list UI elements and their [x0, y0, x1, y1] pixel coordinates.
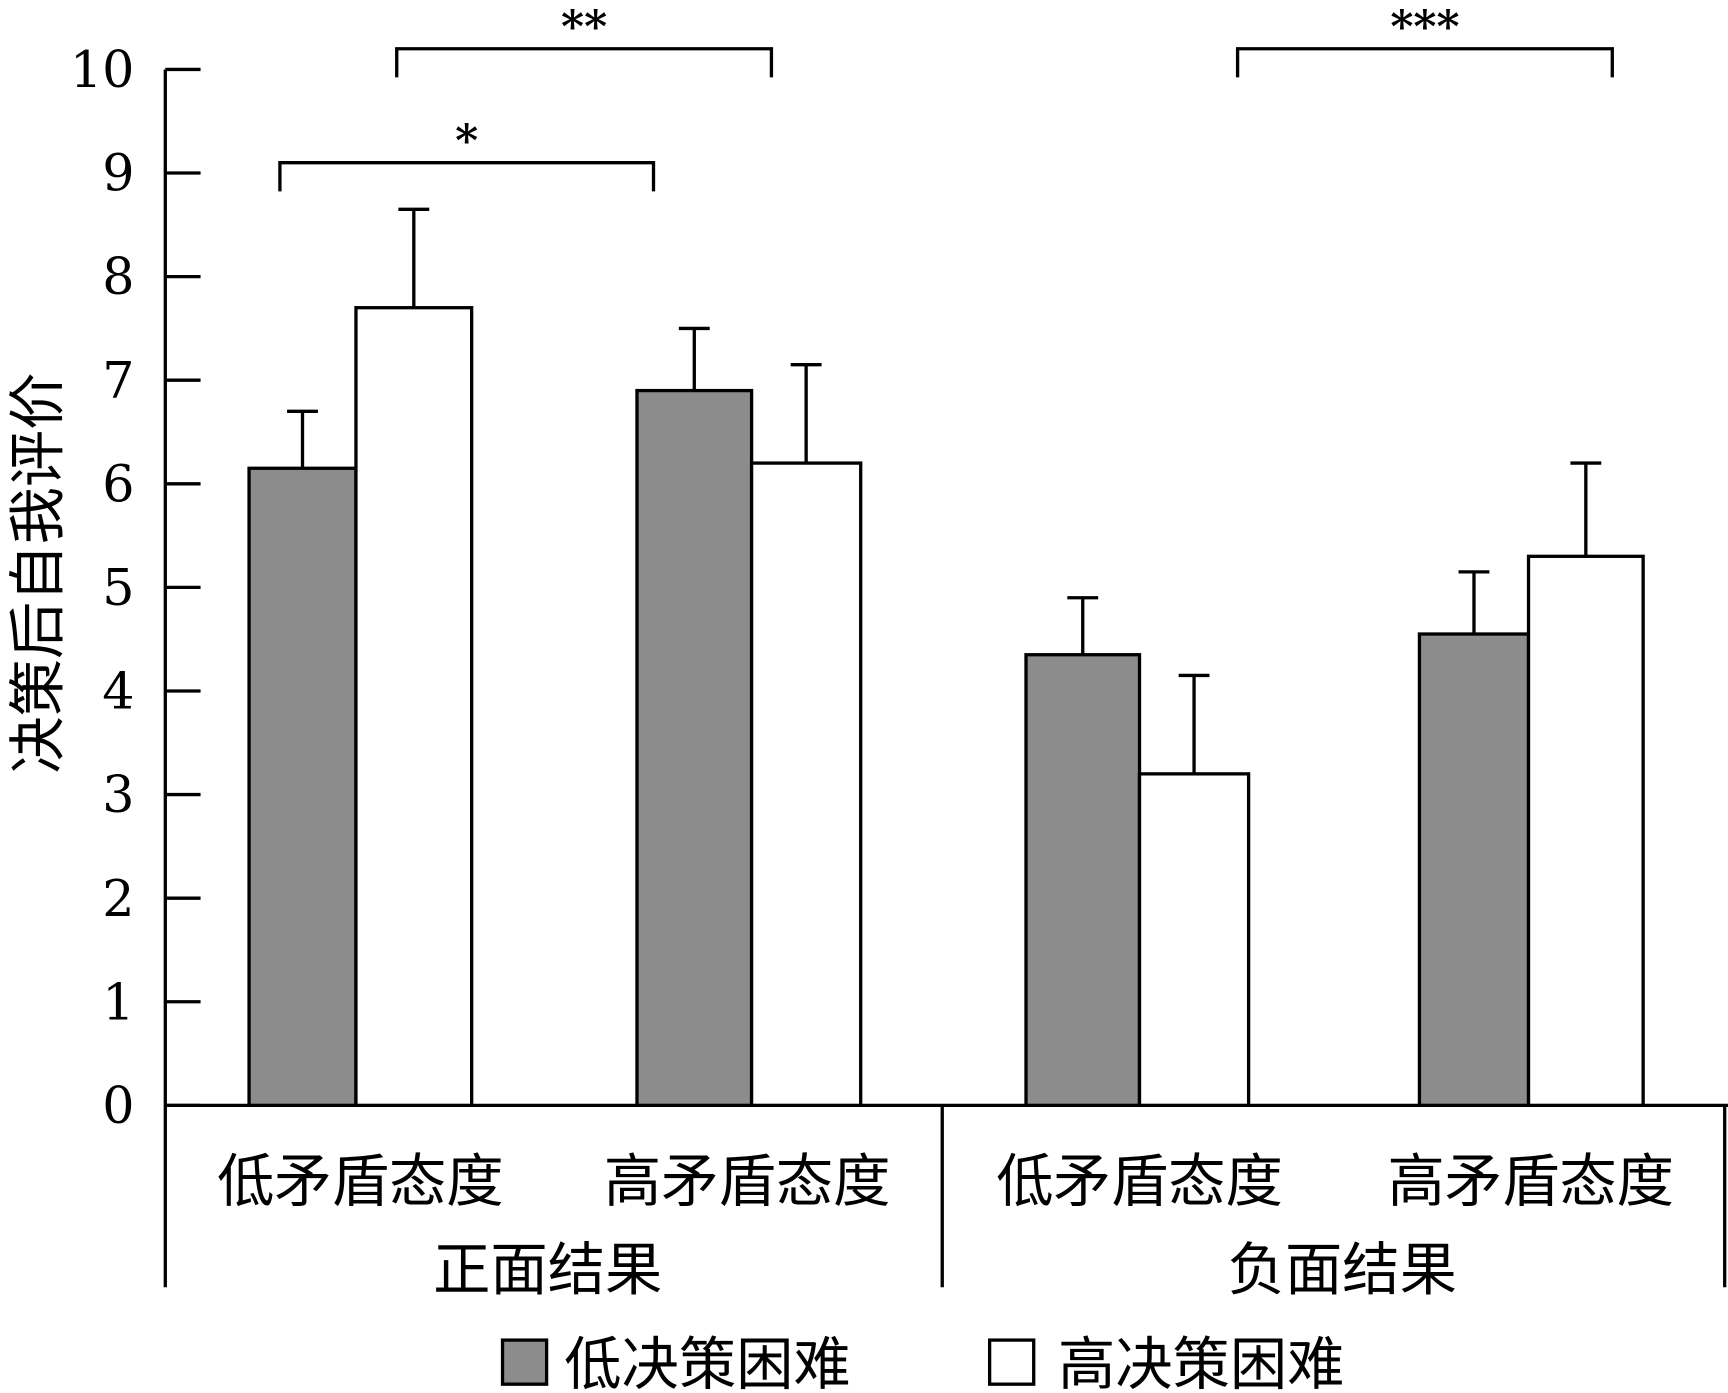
group-label-positive: 正面结果 [433, 1236, 662, 1303]
y-tick-label: 4 [102, 662, 134, 721]
legend-swatch-high [987, 1338, 1036, 1386]
significance-bracket [278, 161, 656, 192]
category-label-3: 低矛盾态度 [996, 1148, 1282, 1215]
y-tick-label: 7 [102, 351, 134, 410]
bar [1417, 632, 1531, 1108]
significance-bracket [1235, 47, 1614, 78]
y-tick-label: 2 [102, 869, 134, 928]
significance-label: * [455, 116, 478, 167]
bar [1526, 554, 1645, 1108]
y-tick-label: 10 [70, 40, 134, 99]
y-tick-label: 9 [102, 144, 134, 203]
significance-label: ** [561, 2, 607, 53]
group-label-negative: 负面结果 [1228, 1236, 1457, 1303]
y-tick-label: 6 [102, 454, 134, 513]
category-label-2: 高矛盾态度 [604, 1148, 891, 1215]
legend-label-high: 高决策困难 [1058, 1331, 1344, 1393]
category-label-1: 低矛盾态度 [217, 1148, 504, 1215]
y-tick-label: 3 [102, 765, 134, 824]
y-tick-label: 8 [102, 247, 134, 306]
y-axis-label: 决策后自我评价 [4, 373, 71, 774]
significance-label: *** [1390, 2, 1459, 53]
bars [247, 207, 1645, 1108]
category-label-4: 高矛盾态度 [1387, 1148, 1673, 1215]
significance-annotations: *** *** [278, 2, 1614, 192]
bar [247, 466, 358, 1108]
legend-swatch-low [500, 1338, 549, 1386]
bar [635, 388, 754, 1108]
legend: 低决策困难 高决策困难 [500, 1331, 1344, 1393]
legend-label-low: 低决策困难 [564, 1331, 851, 1393]
bar [1137, 772, 1251, 1108]
bar [354, 306, 474, 1108]
y-tick-label: 0 [102, 1076, 134, 1135]
significance-bracket [395, 47, 774, 78]
y-tick-label: 1 [102, 972, 134, 1031]
bar [749, 461, 863, 1108]
y-tick-label: 5 [102, 558, 134, 617]
bar [1024, 653, 1142, 1108]
